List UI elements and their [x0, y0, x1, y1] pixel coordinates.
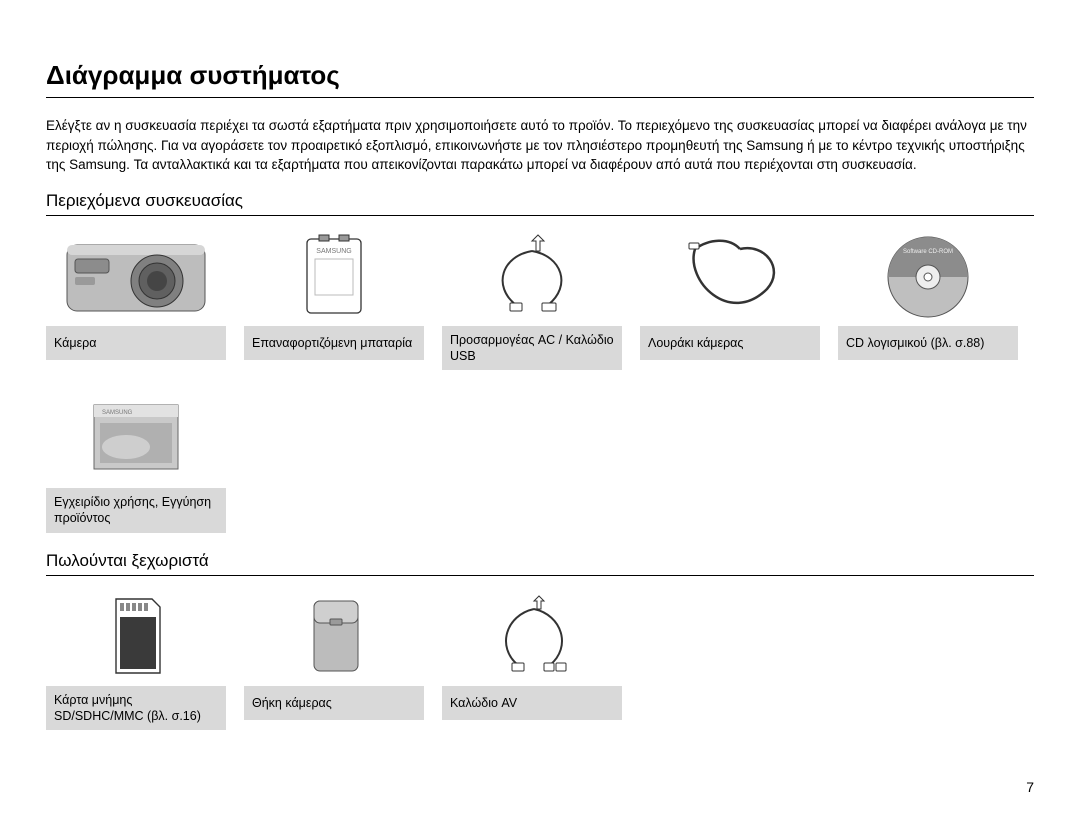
cd-text: Software CD-ROM [903, 249, 953, 255]
label-strap: Λουράκι κάμερας [640, 326, 820, 360]
strap-icon [640, 226, 820, 326]
ac-usb-icon [442, 226, 622, 326]
manual-icon: SAMSUNG [46, 388, 226, 488]
item-camera: Κάμερα [46, 226, 226, 371]
sd-icon [46, 586, 226, 686]
av-cable-icon [442, 586, 622, 686]
item-cd: Software CD-ROM CD λογισμικού (βλ. σ.88) [838, 226, 1018, 371]
intro-paragraph: Ελέγξτε αν η συσκευασία περιέχει τα σωστ… [46, 116, 1034, 175]
label-camera: Κάμερα [46, 326, 226, 360]
page-title: Διάγραμμα συστήματος [46, 60, 1034, 98]
page-number: 7 [1026, 779, 1034, 795]
label-ac-usb: Προσαρμογέας AC / Καλώδιο USB [442, 326, 622, 371]
item-case: Θήκη κάμερας [244, 586, 424, 731]
item-sd: Κάρτα μνήμης SD/SDHC/MMC (βλ. σ.16) [46, 586, 226, 731]
svg-text:SAMSUNG: SAMSUNG [316, 248, 351, 255]
contents-row-2: SAMSUNG Εγχειρίδιο χρήσης, Εγγύηση προϊό… [46, 388, 1034, 533]
camera-icon [46, 226, 226, 326]
item-battery: SAMSUNG Επαναφορτιζόμενη μπαταρία [244, 226, 424, 371]
label-battery: Επαναφορτιζόμενη μπαταρία [244, 326, 424, 360]
label-case: Θήκη κάμερας [244, 686, 424, 720]
label-av: Καλώδιο AV [442, 686, 622, 720]
section-heading-separate: Πωλούνται ξεχωριστά [46, 551, 1034, 576]
label-manual: Εγχειρίδιο χρήσης, Εγγύηση προϊόντος [46, 488, 226, 533]
cd-icon: Software CD-ROM [838, 226, 1018, 326]
item-manual: SAMSUNG Εγχειρίδιο χρήσης, Εγγύηση προϊό… [46, 388, 226, 533]
item-av: Καλώδιο AV [442, 586, 622, 731]
case-icon [244, 586, 424, 686]
contents-row-1: Κάμερα SAMSUNG Επαναφορτιζόμενη μπαταρία [46, 226, 1034, 371]
label-sd: Κάρτα μνήμης SD/SDHC/MMC (βλ. σ.16) [46, 686, 226, 731]
svg-text:SAMSUNG: SAMSUNG [102, 410, 133, 416]
separate-row: Κάρτα μνήμης SD/SDHC/MMC (βλ. σ.16) Θήκη… [46, 586, 1034, 731]
battery-icon: SAMSUNG [244, 226, 424, 326]
item-strap: Λουράκι κάμερας [640, 226, 820, 371]
section-heading-contents: Περιεχόμενα συσκευασίας [46, 191, 1034, 216]
item-ac-usb: Προσαρμογέας AC / Καλώδιο USB [442, 226, 622, 371]
label-cd: CD λογισμικού (βλ. σ.88) [838, 326, 1018, 360]
